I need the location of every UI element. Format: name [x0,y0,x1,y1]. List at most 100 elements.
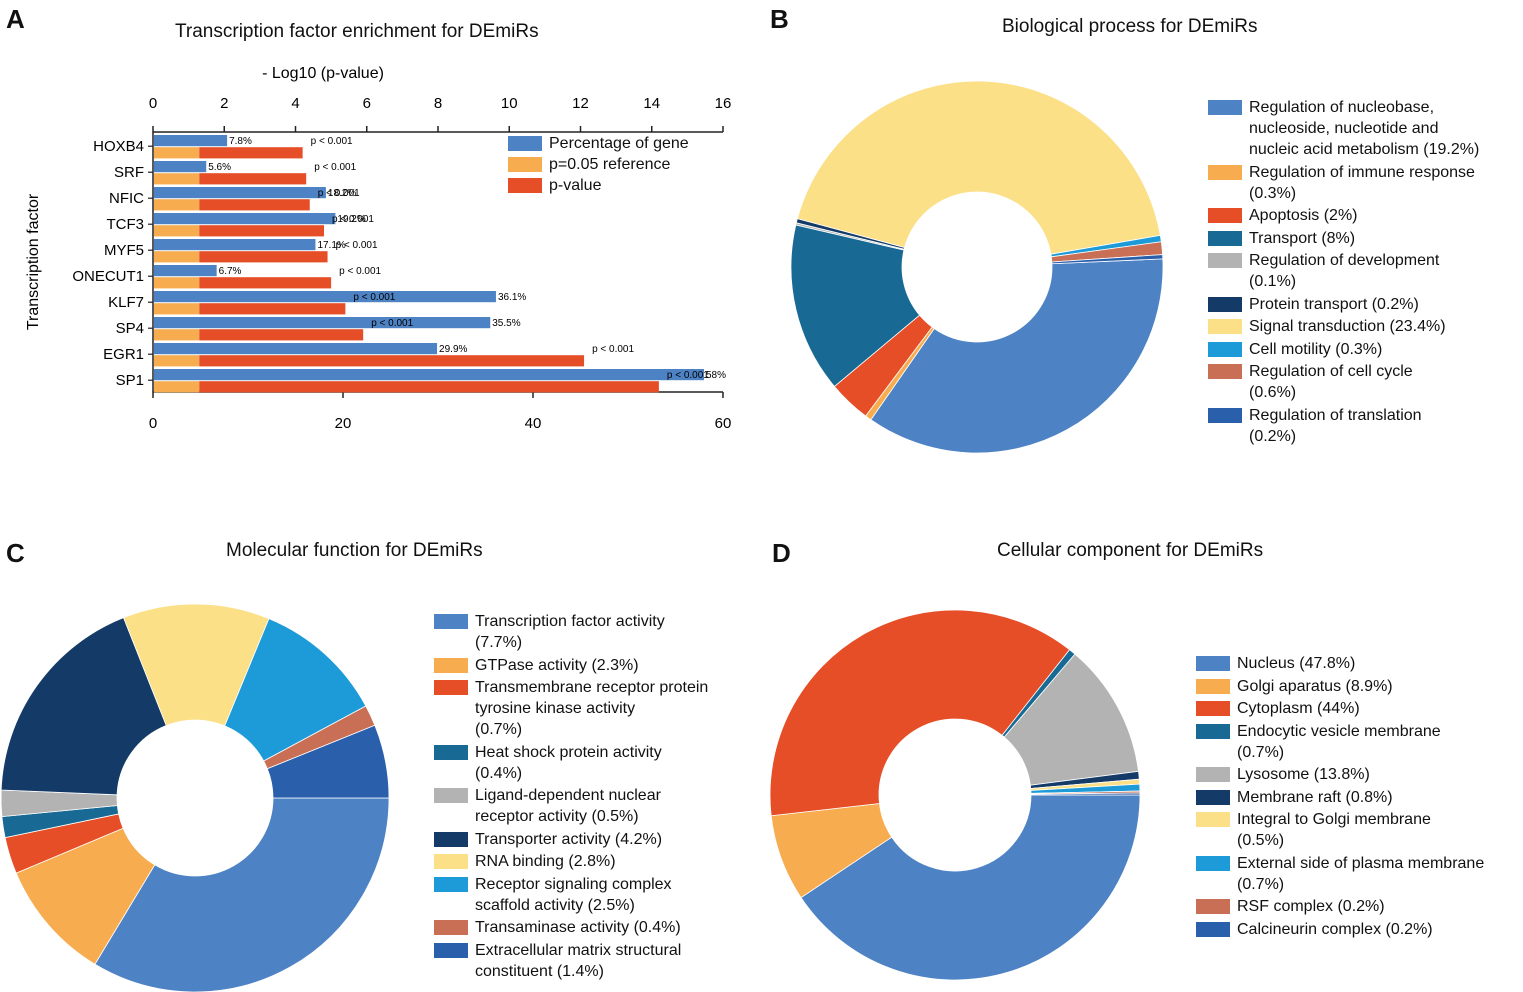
legend-c-swatch [434,876,468,892]
bar-label-pvalue: p < 0.001 [353,292,395,303]
legend-d-item: Cytoplasm (44%) [1196,698,1484,719]
bar-pvalue [199,277,332,289]
donut-slice [266,724,390,799]
donut-slice [790,224,921,388]
x-tick-label-bottom: 0 [149,415,157,432]
legend-c-swatch [434,680,468,695]
molecular-function-donut [0,603,390,992]
bar-label-percentage: 7.8% [229,136,252,147]
x-tick-label-top: 16 [715,95,732,112]
panel-c-label: C [6,538,25,568]
legend-d-item: Endocytic vesicle membrane (0.7%) [1196,721,1484,763]
x-tick-label-top: 6 [363,95,371,112]
legend-b-item: Protein transport (0.2%) [1208,294,1479,315]
bar-reference [154,381,200,393]
bar-reference [154,355,200,367]
donut-slice [1051,254,1164,265]
bar-pvalue [199,329,364,341]
bar-label-percentage: 29.9% [439,344,467,355]
bar-label-percentage: 6.7% [219,266,242,277]
legend-c-item: Extracellular matrix structural constitu… [434,940,708,982]
bar-pvalue [199,381,659,393]
legend-b-label: Regulation of translation (0.2%) [1249,406,1422,445]
legend-c-label: Ligand-dependent nuclear receptor activi… [475,787,661,825]
legend-c-swatch [434,657,468,673]
legend-c-label: Receptor signaling complex scaffold acti… [475,875,672,914]
x-tick-label-top: 0 [149,95,157,112]
bar-reference [154,225,200,237]
legend-c-swatch [434,788,468,803]
legend-d-label: Cytoplasm (44%) [1237,700,1360,717]
legend-c-item: Transaminase activity (0.4%) [434,917,708,938]
bar-label-pvalue: p < 0.001 [667,370,709,381]
legend-d-swatch [1196,855,1230,871]
y-axis-title: Transcription factor [25,193,42,330]
cellular-component-donut [770,609,1141,981]
bar-label-percentage: 18.2% [328,188,356,199]
legend-b-item: Regulation of immune response (0.3%) [1208,162,1479,204]
bar-label-pvalue: p < 0.001 [339,266,381,277]
category-label: HOXB4 [93,138,144,155]
legend-d: Nucleus (47.8%) Golgi aparatus (8.9%) Cyto… [1196,653,1484,941]
bar-label-percentage: 58% [706,370,726,381]
donut-slice [796,80,1161,255]
legend-a-label: p-value [549,177,602,194]
bar-pvalue [199,251,328,263]
bar-pvalue [199,303,346,315]
panel-c-title: Molecular function for DEmiRs [226,540,483,561]
bar-label-pvalue: p < 0.001 [336,240,378,251]
donut-slice [1030,792,1141,796]
x-tick-label-bottom: 60 [715,415,732,432]
legend-c-swatch [434,744,468,760]
bar-percentage [154,187,326,199]
donut-slice [770,609,1071,817]
bar-percentage [154,265,217,277]
legend-b-label: Protein transport (0.2%) [1249,295,1419,313]
legend-b-label: Regulation of cell cycle (0.6%) [1249,363,1413,401]
legend-c-label: GTPase activity (2.3%) [475,656,639,674]
bar-label-pvalue: p < 0.001 [592,344,634,355]
legend-d-label: Nucleus (47.8%) [1237,655,1356,672]
legend-c-label: Heat shock protein activity (0.4%) [475,743,662,782]
legend-c-item: GTPase activity (2.3%) [434,655,708,676]
legend-b-item: Cell motility (0.3%) [1208,339,1479,360]
donut-slice [870,258,1164,454]
legend-b-swatch [1208,407,1242,423]
legend-b-swatch [1208,341,1242,357]
bar-percentage [154,239,316,251]
legend-c-label: Transporter activity (4.2%) [475,830,663,848]
legend-b-label: Regulation of immune response (0.3%) [1249,163,1475,202]
legend-a-swatch [508,157,542,172]
legend-d-item: Integral to Golgi membrane (0.5%) [1196,809,1484,851]
donut-slice [1003,653,1139,786]
legend-c-swatch [434,831,468,847]
x-axis-title-top: - Log10 (p-value) [262,65,384,82]
bar-label-percentage: 17.1% [317,240,345,251]
legend-d-label: Membrane raft (0.8%) [1237,788,1393,806]
x-tick-label-top: 8 [434,95,442,112]
bar-reference [154,303,200,315]
legend-b: Regulation of nucleobase, nucleoside, nu… [1208,97,1479,448]
panel-a-label: A [6,4,25,34]
legend-d-label: RSF complex (0.2%) [1237,898,1385,915]
category-label: EGR1 [103,346,144,363]
legend-d-item: Membrane raft (0.8%) [1196,787,1484,808]
bar-percentage [154,291,496,303]
legend-d-swatch [1196,812,1230,827]
bar-percentage [154,343,438,355]
legend-c-item: Transporter activity (4.2%) [434,829,708,850]
legend-b-label: Apoptosis (2%) [1249,207,1358,224]
legend-d-swatch [1196,701,1230,716]
bar-label-percentage: 36.1% [498,292,526,303]
legend-b-swatch [1208,253,1242,268]
bar-percentage [154,317,491,329]
legend-a-swatch [508,136,542,151]
bar-label-pvalue: p < 0.001 [332,214,374,225]
legend-b-swatch [1208,319,1242,334]
legend-c-item: RNA binding (2.8%) [434,851,708,872]
legend-a-item-percentage: Percentage of gene [508,133,689,154]
category-label: ONECUT1 [72,268,144,285]
x-tick-label-top: 4 [291,95,299,112]
bar-reference [154,173,200,185]
panel-a-title: Transcription factor enrichment for DEmi… [175,21,539,42]
